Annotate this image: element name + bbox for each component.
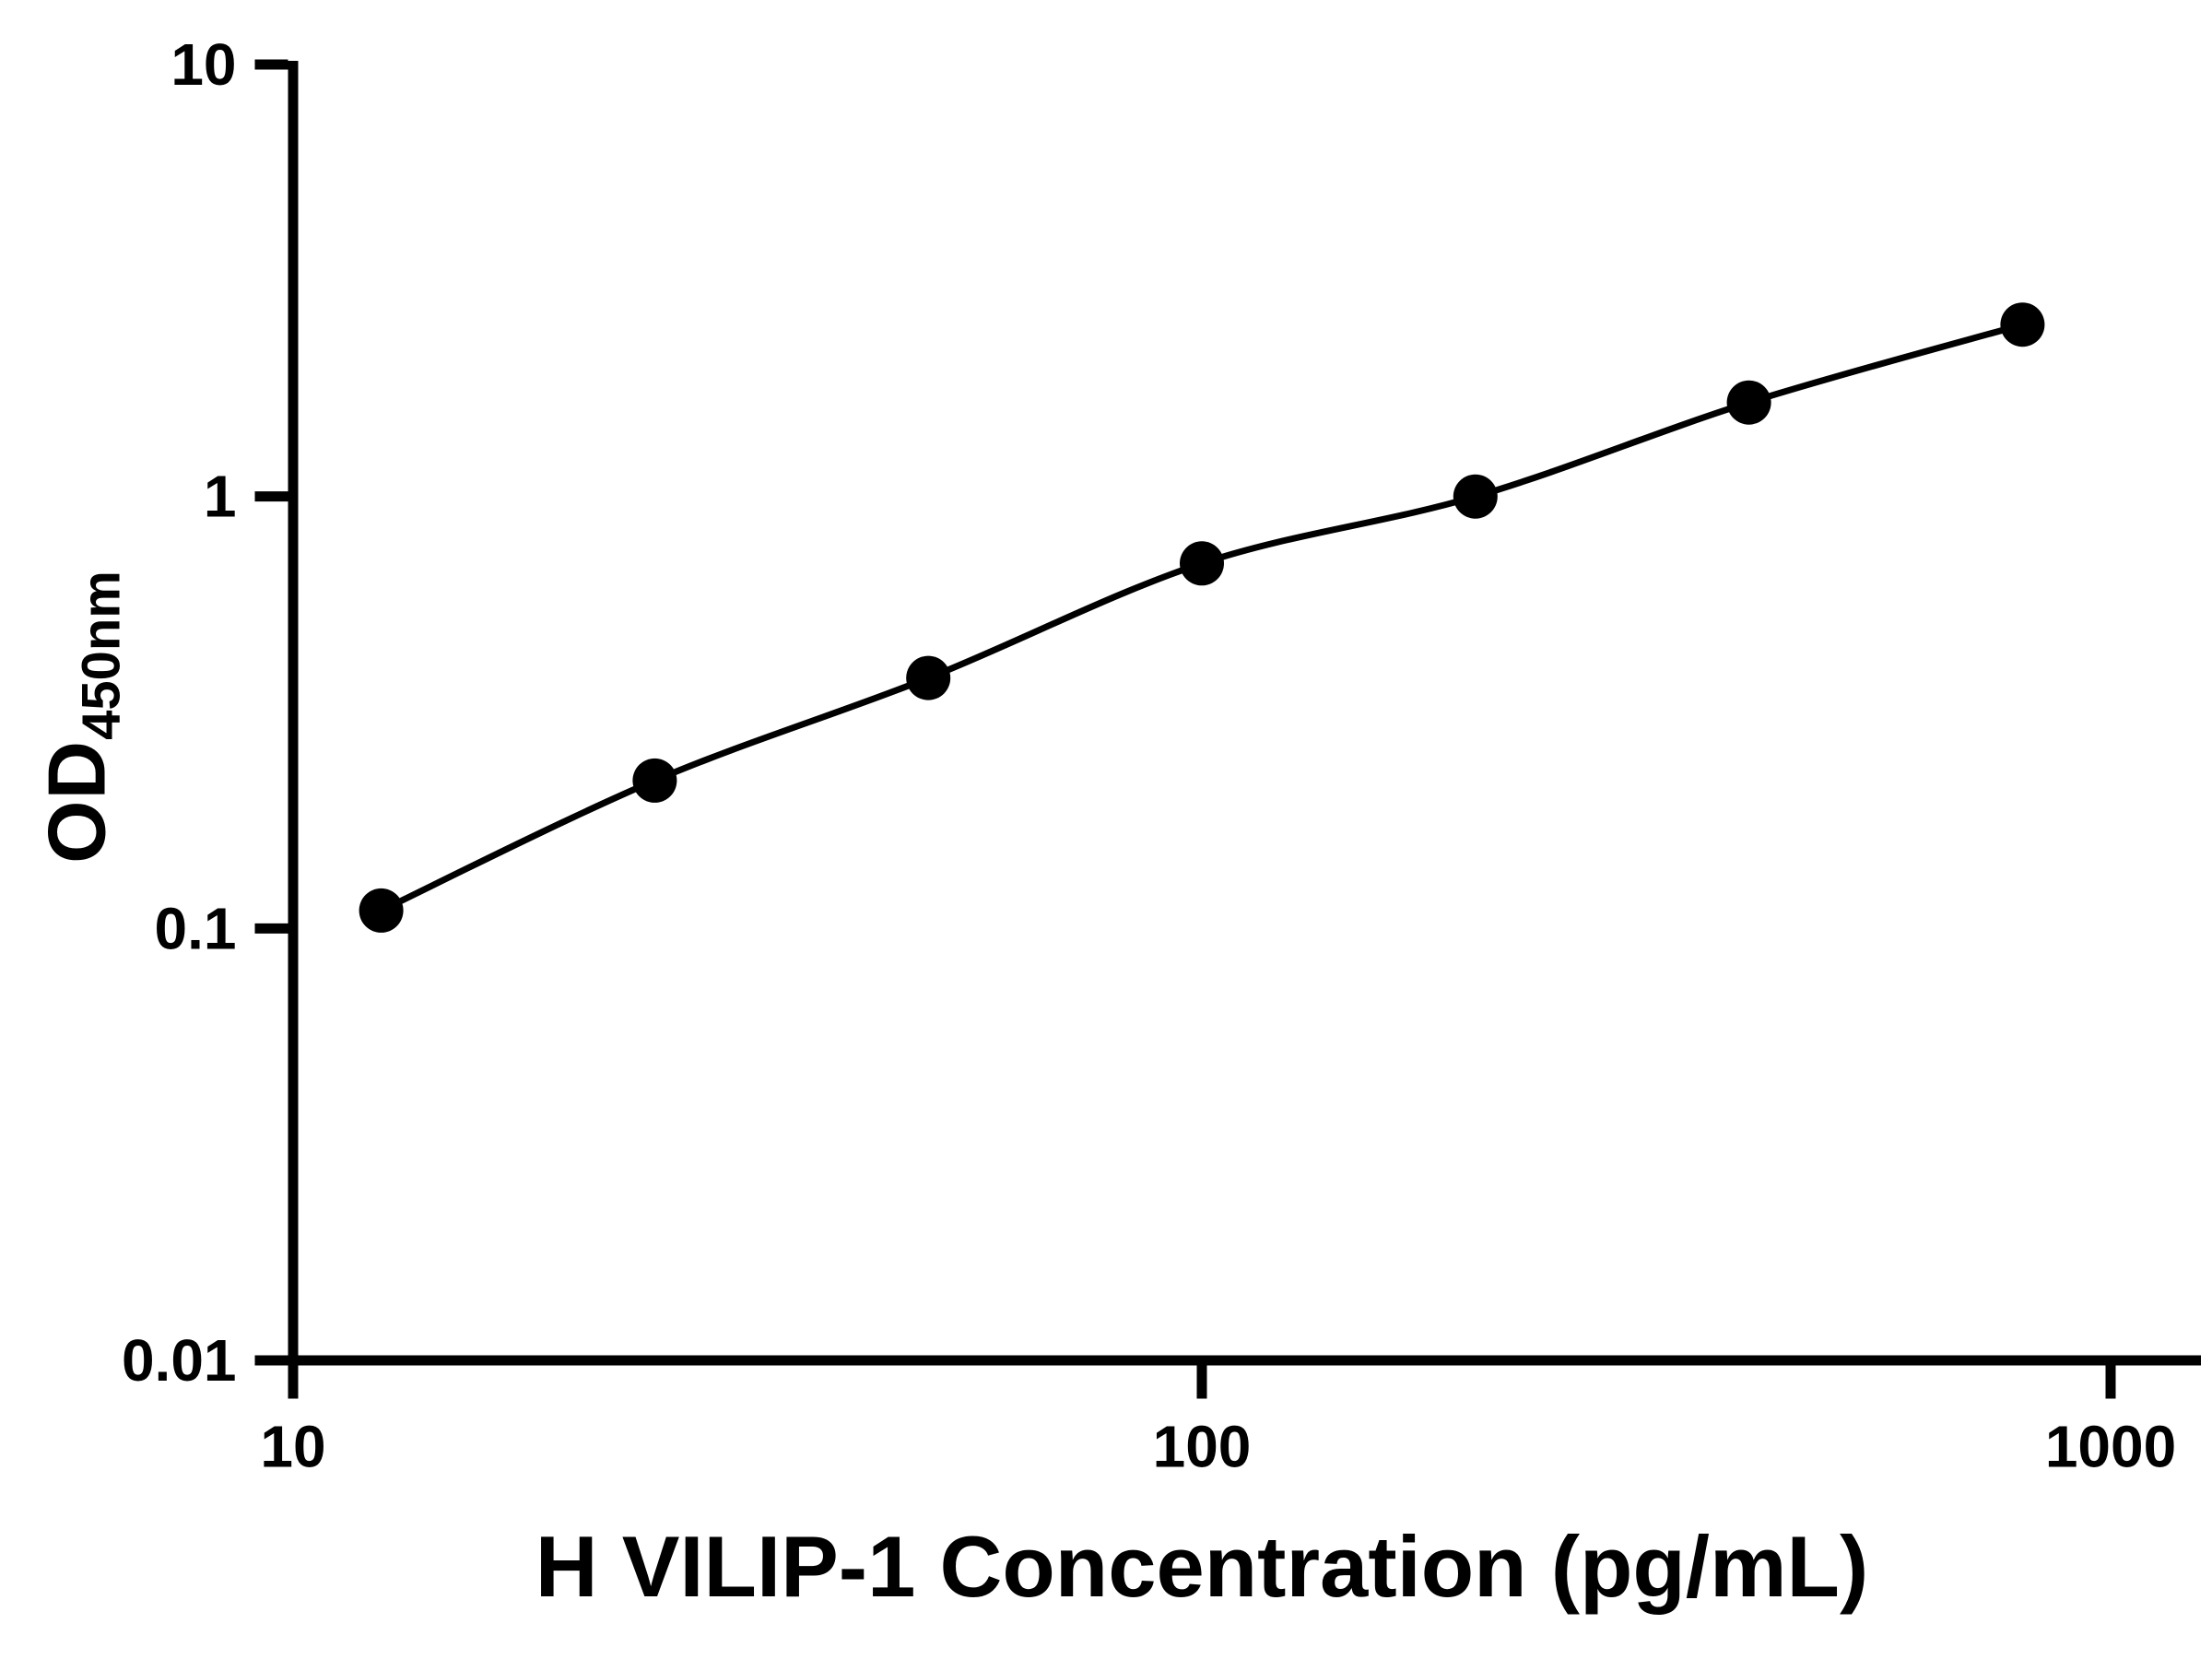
data-point-marker [359,888,404,933]
x-axis-tick-label: 1000 [2045,1414,2176,1480]
data-point-marker [632,758,677,803]
y-axis-tick-label: 10 [171,31,236,98]
data-point-marker [906,655,951,700]
y-axis-title-main: OD [30,739,123,864]
x-axis-tick-label: 10 [260,1414,325,1480]
data-point-marker [2000,302,2045,347]
y-axis-tick-label: 1 [204,464,237,530]
data-point-marker [1726,380,1771,425]
y-axis-title-subscript: 450nm [71,571,132,740]
standard-curve-line [378,321,2026,914]
y-axis-title: OD450nm [30,571,133,864]
data-point-marker [1453,474,1498,519]
y-axis-tick-label: 0.1 [155,895,237,961]
data-point-marker [1180,541,1224,586]
x-axis-title: H VILIP-1 Concentration (pg/mL) [535,1518,1869,1615]
x-axis-tick-label: 100 [1153,1414,1252,1480]
y-axis-tick-label: 0.01 [122,1327,237,1394]
